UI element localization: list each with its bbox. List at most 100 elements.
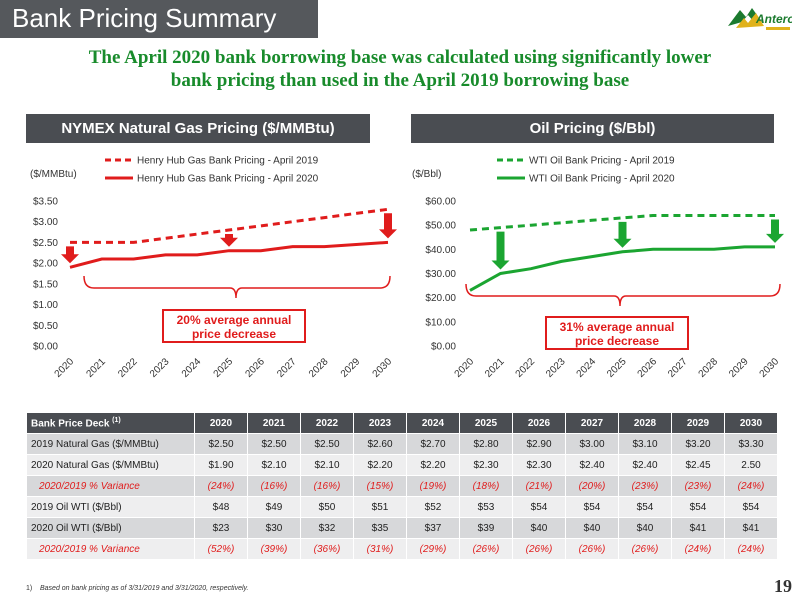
table-cell: $2.50 bbox=[247, 433, 301, 455]
table-cell: $2.70 bbox=[406, 433, 460, 455]
gas-bracket bbox=[83, 275, 391, 299]
table-header-year: 2029 bbox=[671, 412, 725, 434]
antero-logo: Antero bbox=[726, 4, 792, 34]
table-row: 2020/2019 % Variance (24%) (16%) (16%) (15%)… bbox=[26, 475, 778, 497]
table-header-cell: Bank Price Deck (1) bbox=[26, 412, 195, 434]
table-row-label: 2019 Natural Gas ($/MMBtu) bbox=[26, 433, 195, 455]
table-header-year: 2023 bbox=[353, 412, 407, 434]
table-header-year: 2024 bbox=[406, 412, 460, 434]
table-cell: $54 bbox=[724, 496, 778, 518]
gas-y-tick-label: $1.50 bbox=[33, 279, 58, 290]
table-cell: $40 bbox=[512, 517, 566, 539]
table-cell: (26%) bbox=[512, 538, 566, 560]
oil-x-tick-label: 2029 bbox=[727, 356, 751, 380]
table-cell: $2.60 bbox=[353, 433, 407, 455]
gas-unit-label: ($/MMBtu) bbox=[30, 169, 77, 180]
table-cell: $2.50 bbox=[300, 433, 354, 455]
table-cell: $40 bbox=[565, 517, 619, 539]
logo-mountain-green bbox=[728, 8, 762, 26]
table-cell: $54 bbox=[565, 496, 619, 518]
gas-x-tick-label: 2025 bbox=[212, 356, 236, 380]
gas-callout-box: 20% average annual price decrease bbox=[162, 309, 306, 343]
gas-x-tick-label: 2020 bbox=[53, 356, 77, 380]
table-cell: $50 bbox=[300, 496, 354, 518]
table-header-year: 2025 bbox=[459, 412, 513, 434]
table-cell: (26%) bbox=[565, 538, 619, 560]
oil-down-arrow-icon bbox=[766, 219, 784, 243]
table-cell: $2.40 bbox=[565, 454, 619, 476]
footnote-text: Based on bank pricing as of 3/31/2019 an… bbox=[40, 585, 249, 592]
table-cell: 2.50 bbox=[724, 454, 778, 476]
table-cell: $3.00 bbox=[565, 433, 619, 455]
gas-y-tick-label: $0.00 bbox=[33, 342, 58, 353]
oil-x-tick-label: 2023 bbox=[544, 356, 568, 380]
gas-chart-header: NYMEX Natural Gas Pricing ($/MMBtu) bbox=[26, 114, 370, 143]
table-cell: (31%) bbox=[353, 538, 407, 560]
table-cell: $30 bbox=[247, 517, 301, 539]
oil-x-tick-label: 2025 bbox=[605, 356, 629, 380]
table-cell: (23%) bbox=[618, 475, 672, 497]
gas-down-arrow-icon bbox=[379, 213, 397, 239]
gas-x-tick-label: 2023 bbox=[148, 356, 172, 380]
table-cell: (19%) bbox=[406, 475, 460, 497]
oil-y-tick-label: $60.00 bbox=[425, 197, 456, 208]
gas-legend-label: Henry Hub Gas Bank Pricing - April 2020 bbox=[137, 174, 319, 185]
table-row-label: 2019 Oil WTI ($/Bbl) bbox=[26, 496, 195, 518]
table-header-year: 2021 bbox=[247, 412, 301, 434]
gas-y-tick-label: $3.50 bbox=[33, 197, 58, 208]
table-cell: $2.45 bbox=[671, 454, 725, 476]
footnote-number: 1) bbox=[26, 585, 33, 592]
table-cell: (26%) bbox=[459, 538, 513, 560]
table-cell: $54 bbox=[618, 496, 672, 518]
gas-x-tick-label: 2022 bbox=[116, 356, 140, 380]
table-cell: $3.20 bbox=[671, 433, 725, 455]
table-cell: (24%) bbox=[194, 475, 248, 497]
oil-x-tick-label: 2027 bbox=[666, 356, 690, 380]
oil-bracket bbox=[465, 283, 781, 307]
oil-down-arrow-icon bbox=[613, 221, 632, 248]
table-cell: (52%) bbox=[194, 538, 248, 560]
oil-legend-label: WTI Oil Bank Pricing - April 2019 bbox=[529, 156, 675, 167]
table-cell: $48 bbox=[194, 496, 248, 518]
table-header-year: 2030 bbox=[724, 412, 778, 434]
headline: The April 2020 bank borrowing base was c… bbox=[0, 46, 800, 92]
oil-x-tick-label: 2030 bbox=[758, 356, 782, 380]
oil-x-tick-label: 2020 bbox=[453, 356, 477, 380]
gas-y-tick-label: $2.00 bbox=[33, 259, 58, 270]
table-cell: $2.20 bbox=[353, 454, 407, 476]
table-row-label: 2020 Natural Gas ($/MMBtu) bbox=[26, 454, 195, 476]
table-row: 2020 Natural Gas ($/MMBtu) $1.90 $2.10 $2.1… bbox=[26, 454, 778, 476]
oil-chart-header: Oil Pricing ($/Bbl) bbox=[411, 114, 774, 143]
table-header-year: 2020 bbox=[194, 412, 248, 434]
gas-x-tick-label: 2026 bbox=[243, 356, 267, 380]
table-cell: $2.90 bbox=[512, 433, 566, 455]
table-row-label: 2020/2019 % Variance bbox=[26, 538, 195, 560]
gas-series-line-solid bbox=[69, 240, 389, 269]
oil-x-tick-label: 2028 bbox=[697, 356, 721, 380]
oil-callout-line-1: 31% average annual bbox=[559, 320, 675, 334]
gas-x-tick-label: 2021 bbox=[84, 356, 108, 380]
table-header-year: 2022 bbox=[300, 412, 354, 434]
gas-callout-line-2: price decrease bbox=[191, 327, 277, 341]
gas-y-tick-label: $0.50 bbox=[33, 321, 58, 332]
table-cell: $54 bbox=[671, 496, 725, 518]
oil-x-tick-label: 2022 bbox=[514, 356, 538, 380]
oil-x-tick-label: 2024 bbox=[575, 356, 599, 380]
table-cell: (16%) bbox=[300, 475, 354, 497]
page-number: 19 bbox=[774, 576, 792, 596]
oil-y-tick-label: $30.00 bbox=[425, 269, 456, 280]
oil-y-tick-label: $20.00 bbox=[425, 293, 456, 304]
table-cell: (20%) bbox=[565, 475, 619, 497]
oil-x-tick-label: 2026 bbox=[636, 356, 660, 380]
oil-y-tick-label: $40.00 bbox=[425, 245, 456, 256]
gas-x-tick-label: 2029 bbox=[339, 356, 363, 380]
table-cell: (16%) bbox=[247, 475, 301, 497]
table-cell: (36%) bbox=[300, 538, 354, 560]
oil-callout-line-2: price decrease bbox=[574, 334, 660, 348]
charts-canvas: ($/MMBtu) Henry Hub Gas Bank Pricing - Ap… bbox=[30, 156, 784, 380]
table-cell: $3.30 bbox=[724, 433, 778, 455]
title-bar: Bank Pricing Summary bbox=[0, 0, 318, 38]
table-cell: (39%) bbox=[247, 538, 301, 560]
table-cell: $37 bbox=[406, 517, 460, 539]
table-cell: $53 bbox=[459, 496, 513, 518]
